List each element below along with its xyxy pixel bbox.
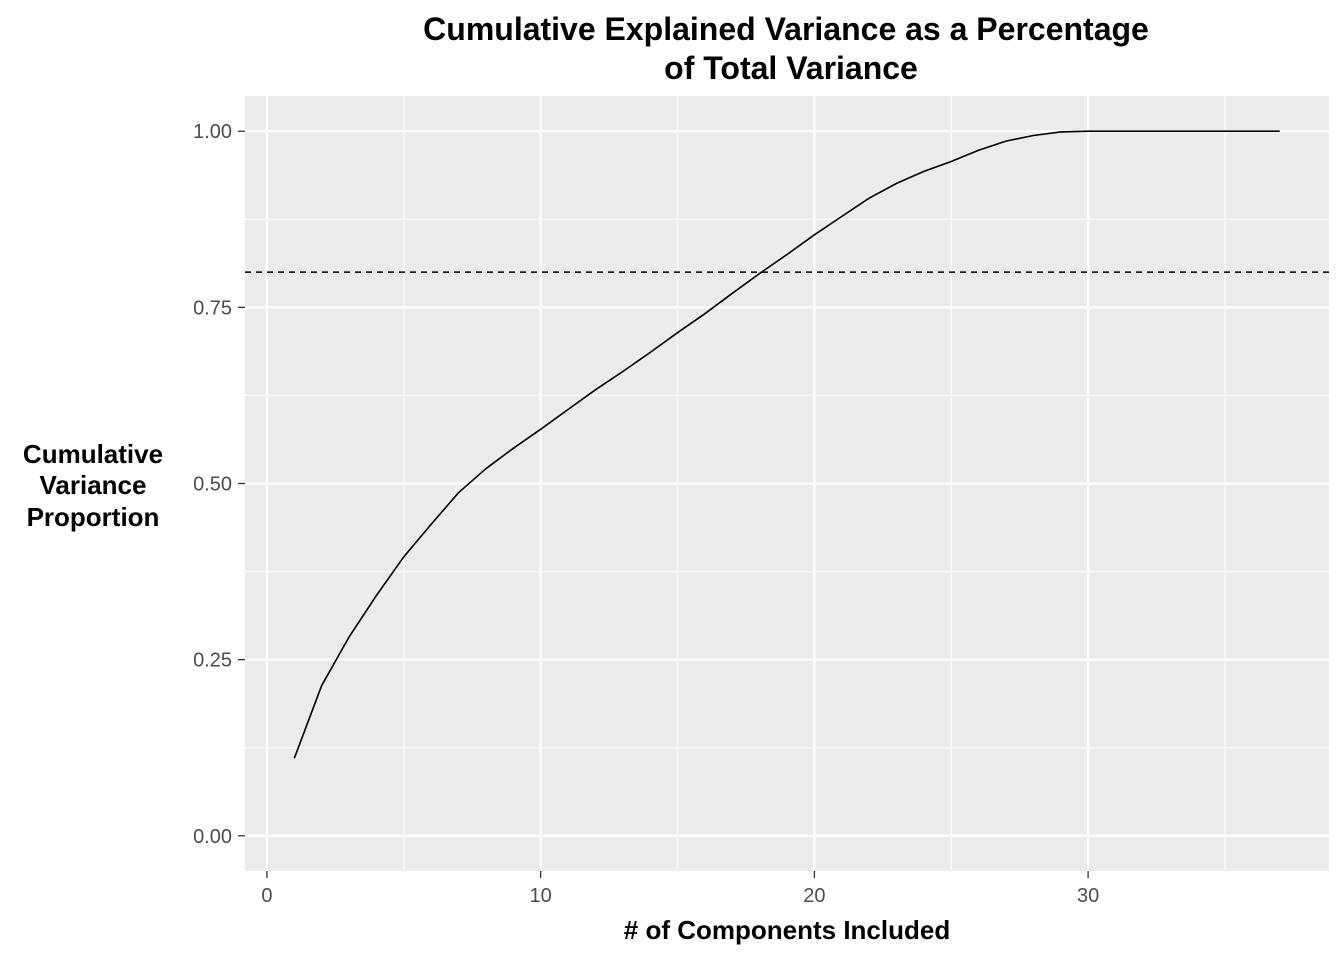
y-tick-label: 0.50 [193,474,232,496]
y-axis-title-line-3: Proportion [27,502,160,532]
chart-title-line-1: Cumulative Explained Variance as a Perce… [423,11,1149,47]
y-axis-title-line-1: Cumulative [23,439,163,469]
x-tick-label: 20 [803,885,825,907]
y-tick-label: 0.75 [193,297,232,319]
grid-major [245,96,1329,871]
y-tick-label: 0.25 [193,650,232,672]
series-layer [293,130,1280,759]
y-tick-label: 1.00 [193,121,232,143]
x-tick-label: 10 [530,885,552,907]
x-tick-label: 30 [1077,885,1099,907]
x-axis: 0 10 20 30 [261,871,1099,907]
chart-title-line-2: of Total Variance [664,50,918,86]
y-axis-title-line-2: Variance [40,470,147,500]
x-tick-label: 0 [261,885,272,907]
y-axis: 0.00 0.25 0.50 0.75 1.00 [193,121,245,848]
series-line [293,130,1280,759]
x-axis-title: # of Components Included [624,915,950,945]
y-tick-label: 0.00 [193,826,232,848]
